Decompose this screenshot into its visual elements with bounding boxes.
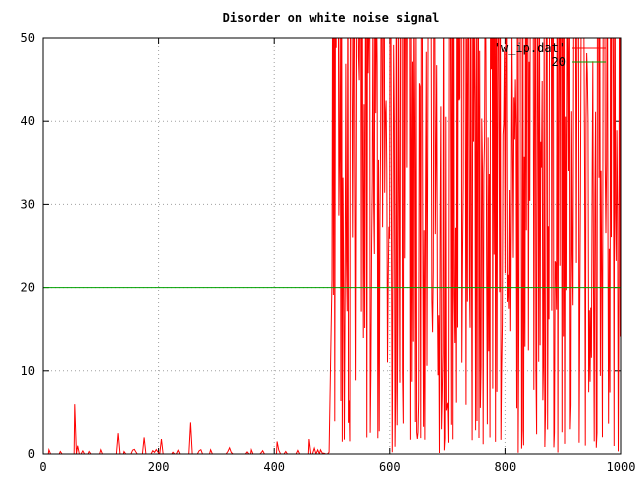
x-tick-label: 400 <box>263 460 285 474</box>
y-tick-label: 30 <box>21 197 35 211</box>
x-tick-label: 0 <box>39 460 46 474</box>
x-tick-label: 200 <box>148 460 170 474</box>
plot-border <box>42 37 622 455</box>
x-tick-label: 600 <box>379 460 401 474</box>
chart-title: Disorder on white noise signal <box>223 11 440 25</box>
y-axis: 0 10 20 30 40 50 <box>21 31 621 461</box>
series-line-signal <box>43 38 621 454</box>
y-tick-label: 40 <box>21 114 35 128</box>
plot-area <box>43 38 621 454</box>
legend: 'w_ip.dat' 20 <box>494 41 606 69</box>
x-tick-label: 1000 <box>607 460 636 474</box>
x-tick-label: 800 <box>495 460 517 474</box>
y-tick-label: 50 <box>21 31 35 45</box>
y-tick-label: 0 <box>28 447 35 461</box>
legend-label-threshold: 20 <box>552 55 566 69</box>
y-tick-label: 20 <box>21 281 35 295</box>
y-tick-label: 10 <box>21 364 35 378</box>
legend-label-signal: 'w_ip.dat' <box>494 41 566 55</box>
